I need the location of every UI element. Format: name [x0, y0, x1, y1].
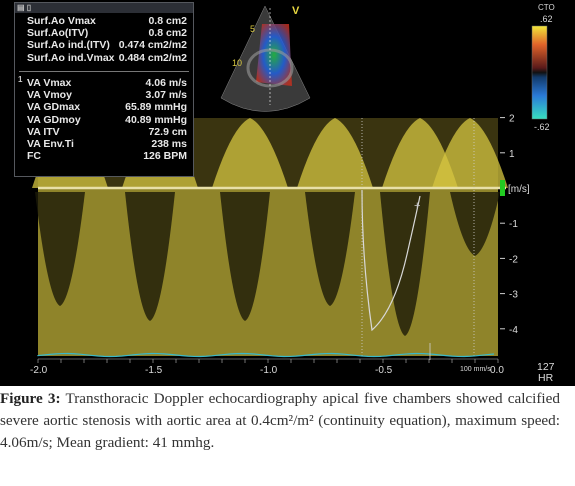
measurement-label: VA Vmax: [27, 77, 72, 89]
measurement-label: VA GDmoy: [27, 113, 81, 126]
x-tick-label: -2.0: [30, 365, 48, 376]
y-tick-label: -3: [509, 290, 518, 301]
color-scale-max: .62: [540, 14, 553, 24]
measurement-label: Surf.Ao Vmax: [27, 15, 96, 27]
measurement-value: 4.06 m/s: [145, 77, 187, 89]
color-scale-bar: [531, 25, 548, 120]
x-tick-label: -1.0: [260, 365, 278, 376]
depth-label-5: 5: [250, 24, 255, 34]
hr-label: HR: [538, 372, 554, 384]
measurement-value: 0.474 cm2/m2: [118, 39, 187, 52]
measurement-row: FC 126 BPM: [27, 150, 187, 162]
measurement-row: VA ITV 72.9 cm: [27, 126, 187, 138]
measurement-label: VA Vmoy: [27, 89, 72, 102]
measurement-row: Surf.Ao ind.(ITV) 0.474 cm2/m2: [27, 39, 187, 51]
measurement-label: Surf.Ao ind.(ITV): [27, 39, 110, 52]
echo-image: +2 1 -1 -2 -3 -4 [m/s] -2.0 -1.5 -1.0 -0.5 0.0 5 10…: [0, 0, 575, 386]
orientation-marker: V: [292, 5, 300, 17]
depth-label-10: 10: [232, 58, 242, 68]
color-scale: CTO .62 -.62: [531, 3, 555, 132]
y-tick-label: -1: [509, 219, 518, 230]
measurement-row: VA GDmax 65.89 mmHg: [27, 101, 187, 113]
forward-flow-lobe: [297, 118, 373, 188]
y-unit-label: [m/s]: [508, 184, 530, 195]
measurement-value: 40.89 mmHg: [125, 113, 187, 126]
measurement-row: Surf.Ao ind.Vmax 0.484 cm2/m2: [27, 52, 187, 64]
y-tick-label: 2: [509, 114, 515, 125]
spectral-dark-gap: [220, 192, 270, 321]
measurement-label: VA Env.Ti: [27, 138, 74, 150]
measurement-row: VA Vmax 4.06 m/s: [27, 77, 187, 89]
color-scale-top-label: CTO: [538, 3, 555, 12]
cardiac-tissue: [246, 48, 294, 88]
doppler-spectrum: +2 1 -1 -2 -3 -4 [m/s] -2.0 -1.5 -1.0 -0.5 0.0 5 10…: [30, 3, 555, 376]
caption-label: Figure 3:: [0, 390, 61, 407]
hr-value: 127: [537, 361, 555, 373]
measurement-value: 126 BPM: [143, 150, 187, 163]
echo-sector: 5 10 V: [220, 5, 311, 112]
velocity-tracing: [361, 189, 421, 332]
color-scale-min: -.62: [534, 122, 550, 132]
forward-flow-lobe: [432, 118, 508, 188]
x-tick-label: 0.0: [490, 365, 504, 376]
measurement-value: 72.9 cm: [148, 125, 187, 138]
measurement-row: VA Env.Ti 238 ms: [27, 138, 187, 150]
measurement-row: VA Vmoy 3.07 m/s: [27, 89, 187, 101]
measurement-panel: ▤ ▯ 1 Surf.Ao Vmax 0.8 cm2 Surf.Ao(ITV) 0.8…: [14, 2, 194, 177]
measurement-row: Surf.Ao(ITV) 0.8 cm2: [27, 27, 187, 39]
scale-indicator: [500, 180, 505, 196]
measurement-label: FC: [27, 150, 41, 163]
measurement-label: Surf.Ao(ITV): [27, 27, 89, 40]
color-flow-box: [256, 24, 292, 86]
spectral-envelopes: [32, 118, 508, 356]
measurement-divider: [19, 71, 189, 72]
x-tick-label: -1.5: [145, 365, 163, 376]
reverse-flow-fill: [38, 188, 498, 356]
x-tick-label: -0.5: [375, 365, 393, 376]
measurement-panel-header: ▤ ▯: [15, 3, 193, 13]
caption-text: Transthoracic Doppler echocardiography a…: [0, 390, 560, 451]
y-tick-label: 1: [509, 149, 515, 160]
measurement-row: Surf.Ao Vmax 0.8 cm2: [27, 15, 187, 27]
sweep-speed-label: 100 mm/s: [460, 366, 491, 373]
spectral-dark-gap: [305, 192, 355, 306]
ecg-trace: [37, 352, 495, 358]
spectral-dark-gap: [450, 192, 500, 256]
doppler-axes: +2 1 -1 -2 -3 -4 [m/s] -2.0 -1.5 -1.0 -0.5 0.0: [30, 114, 530, 376]
measurement-label: VA GDmax: [27, 101, 81, 114]
measurement-value: 3.07 m/s: [145, 89, 187, 102]
measurement-value: 238 ms: [151, 138, 187, 150]
measurement-value: 0.484 cm2/m2: [118, 51, 187, 64]
measurement-value: 65.89 mmHg: [125, 101, 187, 114]
y-tick-label: -2: [509, 254, 518, 265]
spectral-dark-gap: [35, 192, 85, 306]
figure-caption: Figure 3: Transthoracic Doppler echocard…: [0, 388, 560, 454]
measurement-row: VA GDmoy 40.89 mmHg: [27, 114, 187, 126]
measurement-value: 0.8 cm2: [148, 27, 187, 40]
measurement-value: 0.8 cm2: [148, 15, 187, 27]
tracing-caliper-mark: +: [414, 200, 420, 212]
measurement-label: Surf.Ao ind.Vmax: [27, 51, 115, 64]
measurement-index-marker: 1: [18, 75, 23, 84]
forward-flow-lobe: [212, 118, 288, 188]
y-tick-label: -4: [509, 325, 518, 336]
measurement-label: VA ITV: [27, 125, 60, 138]
spectral-dark-gap: [125, 192, 175, 321]
